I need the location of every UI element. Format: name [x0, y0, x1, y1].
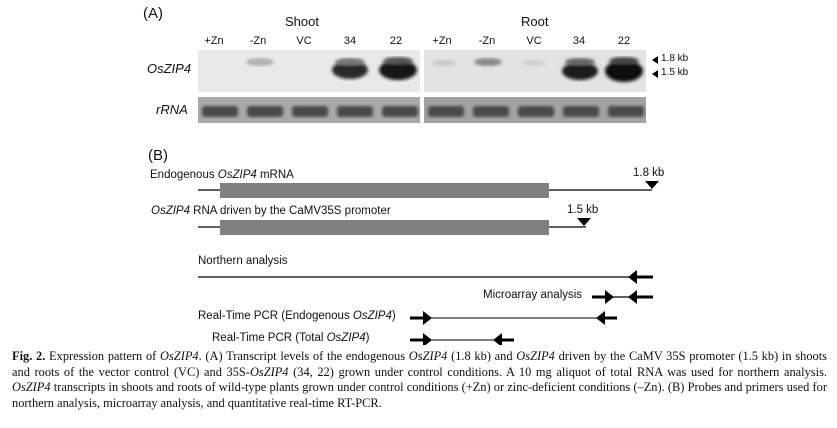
size-marker-arrows — [652, 56, 658, 78]
driven-cds-box — [220, 220, 549, 235]
lane-label-root: 22 — [617, 35, 631, 47]
lane-label-shoot: +Zn — [204, 35, 224, 47]
lane-label-root: 34 — [572, 35, 586, 47]
northern-reverse-arrow — [628, 270, 653, 284]
figure-number: Fig. 2. — [12, 349, 46, 363]
lane-label-root: -Zn — [478, 35, 496, 47]
gene-label: OsZIP4 — [147, 61, 192, 76]
rt-endogenous-label: Real-Time PCR (Endogenous OsZIP4) — [198, 310, 396, 322]
rt-total-reverse-arrow — [493, 333, 514, 345]
lane-label-root: +Zn — [432, 35, 452, 47]
lane-label-root: VC — [526, 35, 542, 47]
lane-label-shoot: 22 — [389, 35, 403, 47]
size-marker-1-8kb: 1.8 kb — [661, 53, 689, 64]
rrna-blot-image — [198, 97, 646, 123]
lane-label-shoot: 34 — [343, 35, 357, 47]
rt-endogenous-reverse-arrow — [596, 311, 617, 325]
microarray-label: Microarray analysis — [483, 289, 583, 301]
rt-endogenous-forward-arrow — [410, 311, 432, 325]
driven-probe-marker — [577, 218, 591, 226]
microarray-reverse-arrow — [628, 290, 653, 304]
probe-diagram — [198, 181, 659, 345]
lane-label-shoot: -Zn — [249, 35, 267, 47]
rt-total-forward-arrow — [410, 333, 432, 345]
microarray-forward-arrow — [592, 290, 614, 304]
northern-blot-image — [198, 50, 646, 92]
rrna-label: rRNA — [156, 102, 188, 117]
endogenous-cds-box — [220, 183, 549, 198]
shoot-header: Shoot — [285, 14, 319, 29]
endogenous-size-label: 1.8 kb — [633, 167, 665, 179]
northern-label: Northern analysis — [198, 255, 288, 267]
driven-size-label: 1.5 kb — [567, 204, 599, 216]
size-marker-1-5kb: 1.5 kb — [661, 67, 689, 78]
driven-rna-label: OsZIP4 RNA driven by the CaMV35S promote… — [151, 205, 391, 217]
figure-caption: Fig. 2. Expression pattern of OsZIP4. (A… — [12, 349, 827, 410]
rt-total-label: Real-Time PCR (Total OsZIP4) — [212, 332, 370, 344]
root-header: Root — [521, 14, 549, 29]
panel-a-label: (A) — [143, 5, 163, 22]
endogenous-probe-marker — [645, 181, 659, 189]
lane-label-shoot: VC — [296, 35, 312, 47]
panel-b-label: (B) — [148, 147, 168, 164]
endogenous-mrna-label: Endogenous OsZIP4 mRNA — [150, 169, 294, 181]
